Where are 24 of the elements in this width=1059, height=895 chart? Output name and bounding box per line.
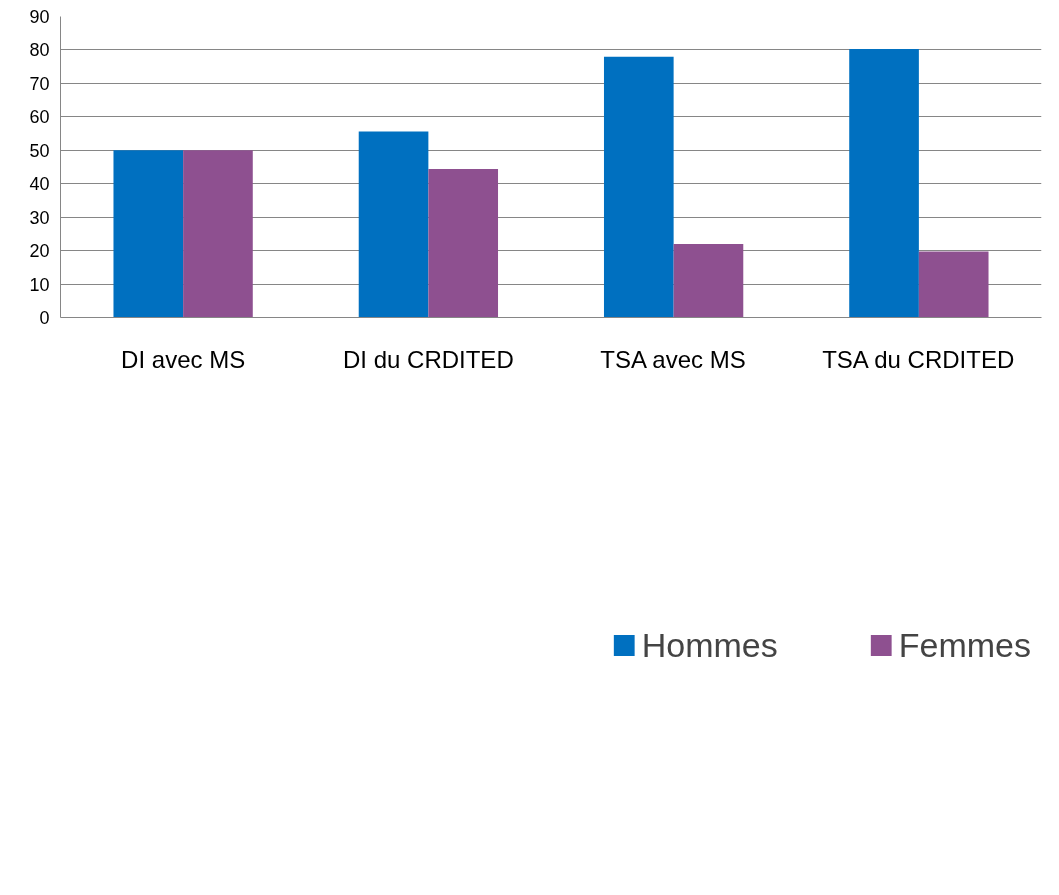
- y-tick-label: 50: [29, 140, 50, 161]
- legend-label: Femmes: [898, 625, 1031, 665]
- y-tick-label: 40: [29, 174, 50, 195]
- bar: [918, 251, 989, 318]
- y-tick-label: 80: [29, 40, 50, 61]
- legend-label: Hommes: [641, 625, 778, 665]
- x-tick-label: TSA avec MS: [600, 345, 746, 373]
- bar: [358, 131, 429, 318]
- bar: [428, 169, 499, 318]
- y-tick-label: 70: [29, 73, 50, 94]
- x-tick-label: DI du CRDITED: [343, 345, 514, 373]
- y-tick-label: 10: [29, 274, 50, 295]
- x-tick-label: DI avec MS: [121, 345, 246, 373]
- y-tick-label: 0: [39, 308, 50, 328]
- bar: [673, 243, 744, 318]
- y-tick-label: 90: [29, 7, 50, 27]
- x-tick-label: TSA du CRDITED: [822, 345, 1015, 373]
- bar: [603, 56, 674, 318]
- y-tick-label: 20: [29, 241, 50, 262]
- y-tick-label: 60: [29, 107, 50, 128]
- bar: [849, 48, 919, 318]
- bar: [113, 150, 184, 318]
- bar: [183, 150, 253, 318]
- y-tick-label: 30: [29, 207, 50, 228]
